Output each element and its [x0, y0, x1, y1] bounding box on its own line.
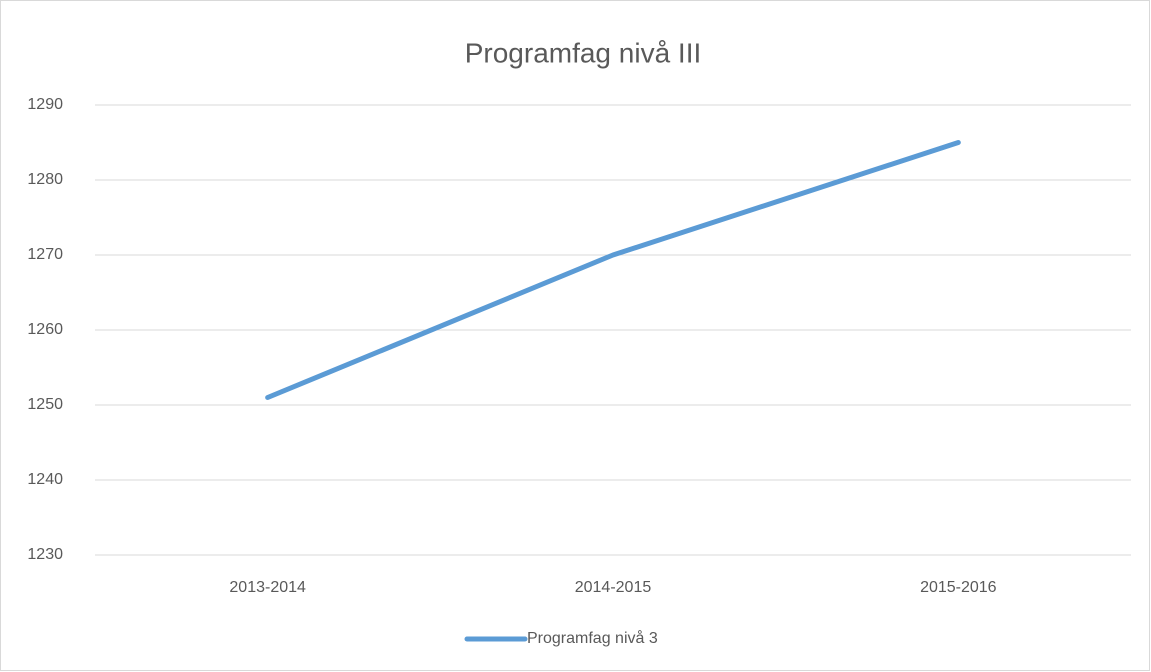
x-tick-label: 2013-2014: [229, 579, 306, 596]
y-tick-label: 1230: [27, 546, 63, 563]
y-tick-label: 1260: [27, 321, 63, 338]
chart-title: Programfag nivå III: [465, 37, 702, 68]
y-tick-label: 1270: [27, 246, 63, 263]
y-tick-label: 1280: [27, 171, 63, 188]
x-tick-label: 2014-2015: [575, 579, 652, 596]
legend-label: Programfag nivå 3: [527, 629, 658, 647]
x-tick-label: 2015-2016: [920, 579, 997, 596]
y-tick-label: 1290: [27, 96, 63, 113]
line-series: [265, 140, 961, 400]
y-tick-label: 1250: [27, 396, 63, 413]
y-tick-label: 1240: [27, 471, 63, 488]
